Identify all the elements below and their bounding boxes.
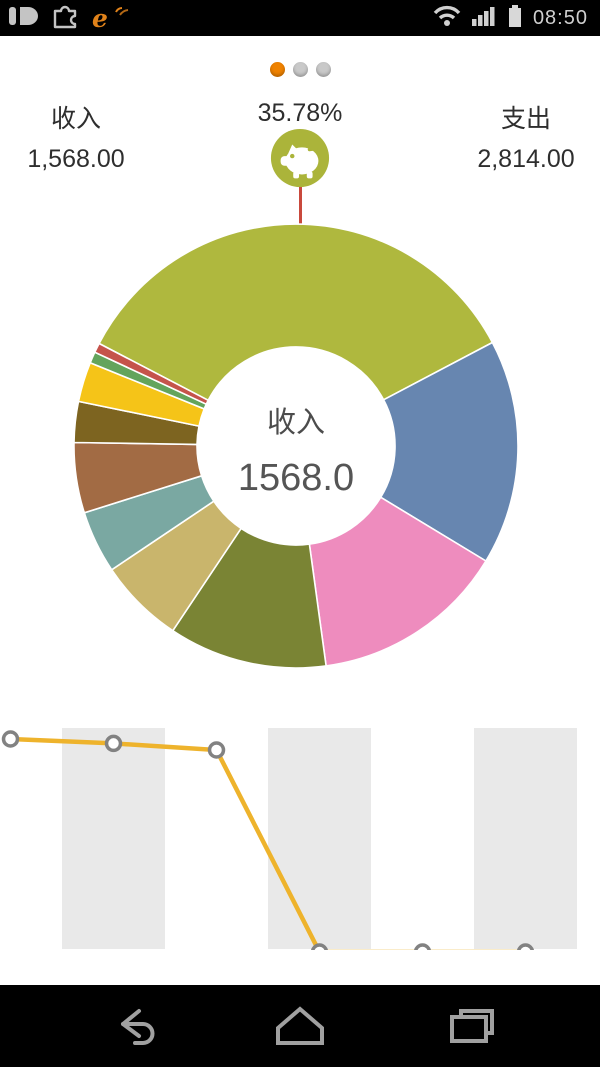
page-dot[interactable] [315,62,331,77]
donut-center-label: 收入 1568.0 [196,399,396,500]
callout-connector-line [299,187,302,225]
trend-line [10,736,526,950]
status-bar-right: 08:50 [433,4,592,33]
donut-segment-blue[interactable] [379,341,519,563]
recents-button[interactable] [412,985,532,1067]
back-icon [121,1009,155,1045]
home-button[interactable] [240,985,360,1067]
donut-center-title: 收入 [266,407,325,439]
income-percent-value: 35.78% [257,99,343,127]
battery-icon [507,4,523,33]
income-value: 1,568.00 [27,145,125,173]
e-logo-icon: e [92,3,108,33]
trend-point-marker [207,741,226,759]
trend-point-marker [1,730,20,748]
income-percent: 35.78% [200,99,400,138]
chart-column-band [268,728,371,949]
donut-segment-red[interactable] [93,342,210,406]
income-donut-chart[interactable] [0,223,600,669]
donut-center-value: 1568.0 [237,457,355,499]
trend-point-marker [104,734,123,753]
page-indicator [0,62,600,77]
page-dot[interactable] [292,62,308,77]
status-bar-left: e [8,3,130,34]
income-summary: 收入 1,568.00 [0,99,152,174]
status-bar[interactable]: e [0,0,600,36]
trend-point-marker [310,943,329,950]
signal-icon [471,5,497,32]
page-dot[interactable] [269,62,285,77]
expense-label: 支出 [500,105,551,133]
clock-text: 08:50 [532,6,588,29]
expense-value: 2,814.00 [477,145,575,173]
puzzle-icon [52,3,82,34]
donut-segment-pink[interactable] [308,496,487,667]
income-label: 收入 [50,105,101,133]
android-nav-bar [0,985,600,1067]
expense-summary: 支出 2,814.00 [450,99,600,174]
donut-segment-olive[interactable] [98,223,494,402]
id-badge-icon [8,5,42,32]
back-button[interactable] [74,985,194,1067]
trend-point-marker [413,943,432,950]
wifi-icon [433,5,461,32]
trend-line-chart [1,728,577,950]
home-icon [276,1006,324,1045]
trend-point-marker [516,943,535,950]
recents-icon [450,1009,494,1043]
chart-column-band [62,728,165,949]
chart-column-band [474,728,577,949]
piggy-bank-icon [269,127,331,189]
